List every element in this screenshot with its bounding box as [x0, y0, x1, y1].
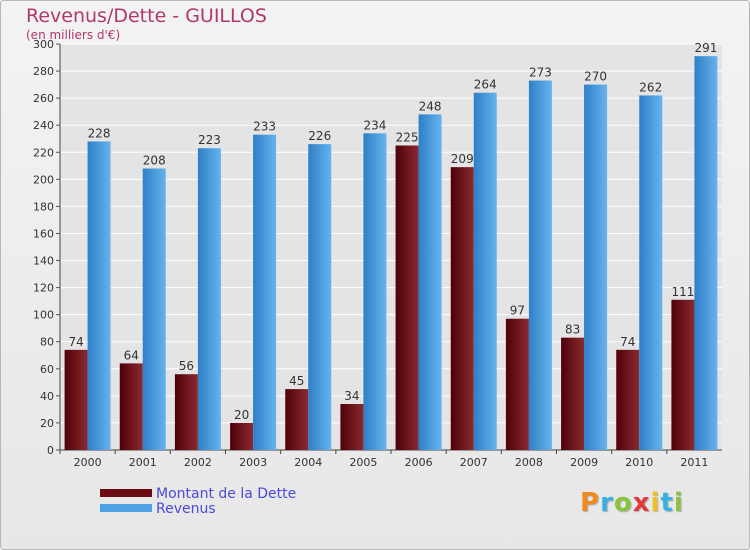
logo-letter: o	[613, 488, 633, 518]
bar-dette-2000	[64, 349, 88, 450]
logo-letter: i	[673, 488, 684, 518]
data-label-dette-2005: 34	[344, 389, 359, 403]
plot-area	[60, 44, 722, 450]
x-tick-label: 2002	[184, 456, 212, 469]
data-label-dette-2011: 111	[671, 285, 694, 299]
data-label-revenus-2007: 264	[474, 78, 497, 92]
bar-revenus-2001	[142, 168, 166, 451]
data-label-revenus-2005: 234	[363, 118, 386, 132]
y-tick-label: 180	[33, 200, 54, 213]
proxiti-logo: Proxiti	[580, 488, 684, 518]
y-tick-label: 120	[33, 282, 54, 295]
bar-dette-2006	[395, 145, 419, 450]
y-tick-label: 140	[33, 255, 54, 268]
data-label-revenus-2008: 273	[529, 66, 552, 80]
data-label-dette-2002: 56	[179, 359, 194, 373]
data-label-dette-2000: 74	[68, 335, 83, 349]
legend-label-revenus: Revenus	[156, 501, 216, 517]
bar-dette-2002	[174, 374, 198, 450]
data-label-revenus-2002: 223	[198, 133, 221, 147]
data-label-dette-2001: 64	[124, 348, 139, 362]
data-label-dette-2004: 45	[289, 374, 304, 388]
bar-dette-2009	[561, 337, 585, 450]
x-tick-label: 2003	[239, 456, 267, 469]
y-tick-label: 0	[47, 444, 54, 457]
data-label-revenus-2003: 233	[253, 120, 276, 134]
logo-letter: r	[600, 488, 614, 518]
bar-dette-2007	[450, 167, 474, 451]
bar-revenus-2010	[639, 95, 663, 450]
bar-revenus-2004	[308, 144, 332, 450]
x-tick-label: 2006	[405, 456, 433, 469]
chart-subtitle: (en milliers d'€)	[26, 28, 121, 42]
legend-label-dette: Montant de la Dette	[156, 486, 297, 502]
data-label-revenus-2004: 226	[308, 129, 331, 143]
x-tick-label: 2004	[294, 456, 322, 469]
bar-chart: 0204060801001201401601802002202402602803…	[33, 38, 722, 469]
bar-revenus-2000	[87, 141, 111, 450]
x-tick-label: 2001	[129, 456, 157, 469]
x-tick-label: 2007	[460, 456, 488, 469]
y-tick-label: 20	[40, 417, 54, 430]
x-tick-label: 2009	[570, 456, 598, 469]
data-label-revenus-2000: 228	[88, 126, 111, 140]
chart-title: Revenus/Dette - GUILLOS	[26, 5, 267, 27]
bar-dette-2010	[616, 349, 640, 450]
data-label-dette-2007: 209	[451, 152, 474, 166]
y-tick-label: 220	[33, 146, 54, 159]
y-tick-label: 100	[33, 309, 54, 322]
x-tick-label: 2008	[515, 456, 543, 469]
data-label-revenus-2001: 208	[143, 154, 166, 168]
bar-dette-2008	[505, 318, 529, 450]
data-label-revenus-2010: 262	[639, 80, 662, 94]
x-tick-label: 2005	[349, 456, 377, 469]
bar-revenus-2002	[197, 148, 221, 450]
data-label-revenus-2009: 270	[584, 70, 607, 84]
bar-dette-2001	[119, 363, 143, 450]
bar-revenus-2011	[694, 56, 718, 451]
x-tick-label: 2011	[680, 456, 708, 469]
x-tick-label: 2000	[74, 456, 102, 469]
y-tick-label: 300	[33, 38, 54, 51]
bar-dette-2004	[285, 389, 309, 450]
y-tick-label: 80	[40, 336, 54, 349]
y-tick-label: 200	[33, 173, 54, 186]
bar-revenus-2008	[528, 80, 552, 450]
data-label-dette-2010: 74	[620, 335, 635, 349]
data-label-dette-2009: 83	[565, 323, 580, 337]
bar-revenus-2007	[473, 92, 497, 450]
data-label-dette-2008: 97	[510, 304, 525, 318]
y-tick-label: 160	[33, 227, 54, 240]
logo-letter: P	[580, 488, 601, 518]
logo-letter: t	[660, 488, 674, 518]
bar-dette-2011	[671, 299, 695, 450]
bar-dette-2005	[340, 403, 364, 450]
bar-revenus-2005	[363, 133, 387, 450]
logo-letter: i	[650, 488, 661, 518]
data-label-revenus-2006: 248	[419, 99, 442, 113]
legend-swatch-revenus	[100, 504, 152, 512]
data-label-dette-2003: 20	[234, 408, 249, 422]
y-tick-label: 280	[33, 65, 54, 78]
y-tick-label: 240	[33, 119, 54, 132]
bar-revenus-2003	[253, 134, 277, 450]
bar-revenus-2006	[418, 114, 442, 450]
legend-swatch-dette	[100, 489, 152, 497]
x-tick-label: 2010	[625, 456, 653, 469]
bar-dette-2003	[230, 422, 254, 450]
y-tick-label: 60	[40, 363, 54, 376]
data-label-dette-2006: 225	[396, 131, 419, 145]
bar-revenus-2009	[584, 84, 608, 450]
logo-letter: x	[632, 488, 651, 518]
data-label-revenus-2011: 291	[694, 41, 717, 55]
y-tick-label: 260	[33, 92, 54, 105]
y-tick-label: 40	[40, 390, 54, 403]
